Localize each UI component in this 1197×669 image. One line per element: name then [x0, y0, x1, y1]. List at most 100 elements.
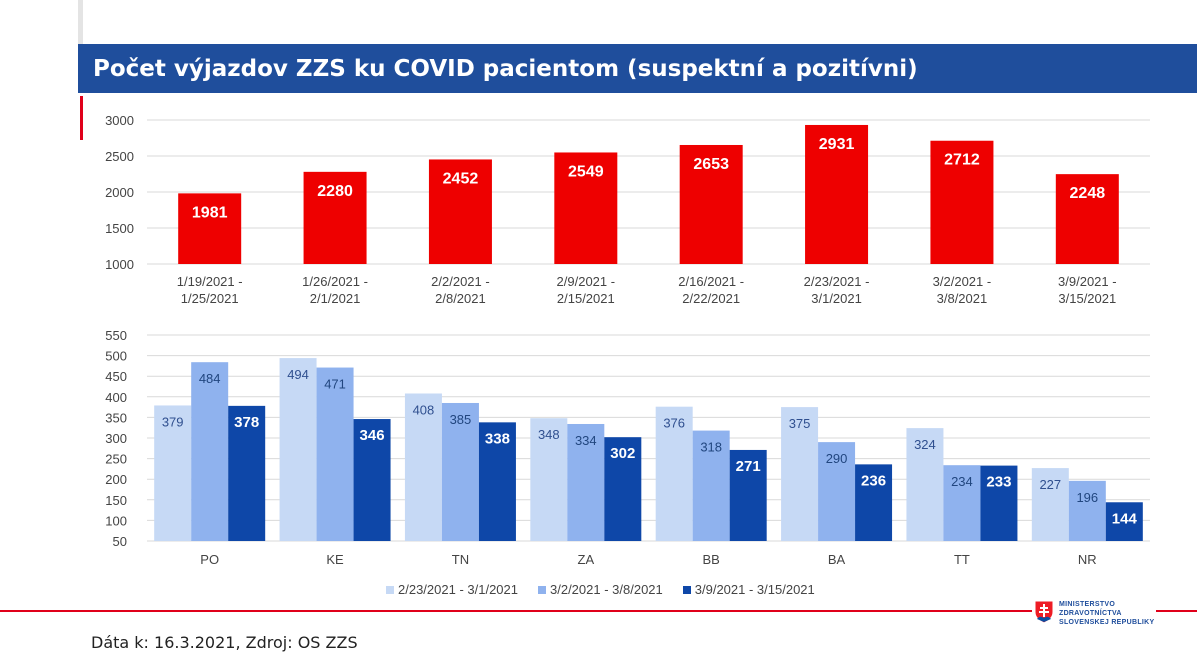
- x-tick-label: 3/8/2021: [937, 291, 988, 306]
- x-tick-label: BA: [828, 552, 846, 567]
- data-label: 376: [663, 416, 685, 431]
- bar: [805, 124, 869, 264]
- left-accent-strip: [78, 0, 83, 44]
- x-tick-label: KE: [326, 552, 344, 567]
- legend-swatch-light: [386, 585, 394, 594]
- x-tick-label: NR: [1078, 552, 1097, 567]
- data-label: 233: [986, 474, 1011, 491]
- data-label: 348: [538, 427, 560, 442]
- bar: [178, 193, 242, 264]
- data-label: 338: [485, 430, 510, 447]
- y-tick-label: 3000: [105, 113, 134, 128]
- data-label: 2280: [317, 183, 353, 200]
- y-tick-label: 1500: [105, 221, 134, 236]
- logo-line: MINISTERSTVO: [1059, 601, 1116, 608]
- x-tick-label: 1/25/2021: [181, 291, 239, 306]
- legend-label: 3/2/2021 - 3/8/2021: [550, 582, 663, 597]
- bar: [729, 449, 767, 541]
- logo-text: MINISTERSTVO ZDRAVOTNÍCTVA SLOVENSKEJ RE…: [1059, 600, 1154, 627]
- logo-line: ZDRAVOTNÍCTVA: [1059, 610, 1122, 617]
- data-label: 302: [610, 445, 635, 462]
- bar: [191, 362, 229, 541]
- x-tick-label: 2/1/2021: [310, 291, 361, 306]
- red-accent-mark: [80, 96, 83, 140]
- x-tick-label: TN: [452, 552, 469, 567]
- x-tick-label: 3/1/2021: [811, 291, 862, 306]
- data-label: 408: [413, 403, 435, 418]
- bar: [428, 159, 492, 264]
- y-tick-label: 400: [105, 390, 127, 405]
- bar: [1105, 502, 1143, 541]
- data-label: 484: [199, 371, 221, 386]
- x-tick-label: 3/9/2021 -: [1058, 274, 1117, 289]
- data-label: 318: [700, 440, 722, 455]
- data-label: 494: [287, 367, 309, 382]
- x-tick-label: 2/15/2021: [557, 291, 615, 306]
- bar: [906, 428, 944, 541]
- y-tick-label: 200: [105, 472, 127, 487]
- x-tick-label: ZA: [578, 552, 595, 567]
- bar: [1031, 468, 1069, 541]
- legend-label: 2/23/2021 - 3/1/2021: [398, 582, 518, 597]
- legend-item-series-2: 3/2/2021 - 3/8/2021: [538, 582, 663, 597]
- data-label: 234: [951, 474, 973, 489]
- x-tick-label: BB: [703, 552, 720, 567]
- data-label: 375: [789, 416, 811, 431]
- legend-swatch-mid: [538, 585, 546, 594]
- bar: [353, 419, 391, 541]
- y-tick-label: 450: [105, 369, 127, 384]
- logo-line: SLOVENSKEJ REPUBLIKY: [1059, 619, 1155, 626]
- bar: [303, 171, 367, 264]
- data-label: 196: [1076, 490, 1098, 505]
- x-tick-label: 2/8/2021: [435, 291, 486, 306]
- bar: [1055, 174, 1119, 264]
- bar: [316, 367, 354, 541]
- charts-canvas: 1000 1500 2000 2500 3000 1981 1/19/2021 - 1/25/…: [105, 113, 1150, 567]
- x-tick-label: 2/23/2021 -: [804, 274, 870, 289]
- y-tick-label: 150: [105, 493, 127, 508]
- x-tick-label: 1/19/2021 -: [177, 274, 243, 289]
- page-title: Počet výjazdov ZZS ku COVID pacientom (s…: [93, 55, 918, 82]
- data-label: 2712: [944, 152, 980, 169]
- y-tick-label: 50: [113, 534, 127, 549]
- y-tick-label: 1000: [105, 257, 134, 272]
- bar: [604, 437, 642, 541]
- legend-item-series-3: 3/9/2021 - 3/15/2021: [682, 582, 815, 597]
- legend-swatch-dark: [682, 585, 691, 594]
- bar: [441, 402, 479, 541]
- bar: [1068, 480, 1106, 541]
- data-label: 1981: [192, 204, 228, 221]
- source-note: Dáta k: 16.3.2021, Zdroj: OS ZZS: [91, 633, 358, 652]
- data-label: 236: [861, 472, 886, 489]
- ministry-logo: MINISTERSTVO ZDRAVOTNÍCTVA SLOVENSKEJ RE…: [1032, 600, 1157, 627]
- x-tick-label: TT: [954, 552, 970, 567]
- x-tick-label: 3/2/2021 -: [933, 274, 992, 289]
- y-tick-label: 2000: [105, 185, 134, 200]
- y-tick-label: 300: [105, 431, 127, 446]
- bar: [228, 405, 266, 541]
- data-label: 2549: [568, 163, 604, 180]
- title-bar: Počet výjazdov ZZS ku COVID pacientom (s…: [78, 44, 1197, 93]
- bar: [781, 407, 819, 541]
- data-label: 271: [736, 458, 761, 475]
- y-tick-label: 550: [105, 328, 127, 343]
- data-label: 378: [234, 414, 259, 431]
- data-label: 2931: [819, 136, 855, 153]
- bar: [404, 393, 442, 541]
- bar: [154, 405, 192, 541]
- data-label: 385: [450, 412, 472, 427]
- data-label: 2653: [693, 156, 729, 173]
- bar: [655, 406, 693, 541]
- bar: [818, 442, 856, 541]
- data-label: 144: [1112, 510, 1138, 527]
- data-label: 227: [1039, 477, 1061, 492]
- bar: [478, 422, 516, 541]
- footer-divider: [0, 610, 1197, 612]
- bar: [679, 144, 743, 264]
- y-tick-label: 100: [105, 513, 127, 528]
- bar: [855, 464, 893, 541]
- bar: [530, 418, 568, 541]
- legend-label: 3/9/2021 - 3/15/2021: [694, 582, 815, 597]
- x-tick-label: 2/22/2021: [682, 291, 740, 306]
- data-label: 2248: [1070, 185, 1106, 202]
